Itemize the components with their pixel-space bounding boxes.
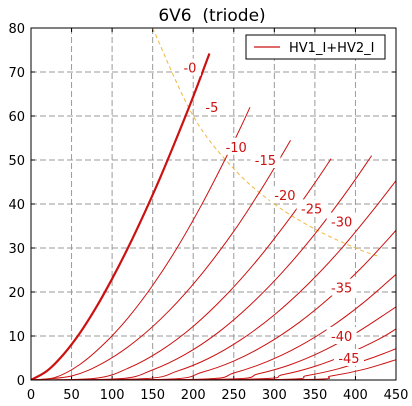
- curve-label-background: [296, 199, 327, 217]
- y-tick-label: 30: [8, 242, 25, 257]
- x-tick-label: 400: [343, 388, 368, 403]
- curve-label-background: [326, 212, 357, 230]
- series-curve: [31, 359, 396, 380]
- series-curve: [31, 53, 211, 380]
- y-tick-label: 10: [8, 330, 25, 345]
- curve-label: -45: [338, 352, 359, 367]
- curve-label-background: [326, 278, 357, 296]
- series-curve: [31, 106, 251, 380]
- series-curve: [31, 348, 396, 380]
- curve-label-background: [178, 58, 201, 76]
- x-tick-label: 200: [181, 388, 206, 403]
- curve-labels: -0 -5 -10 -15 -20 -25 -30 -35 -40 -45: [178, 58, 364, 367]
- chart-title: 6V6 (triode): [158, 6, 265, 26]
- curve-label-background: [250, 151, 281, 168]
- curve-label: -10: [226, 141, 247, 156]
- curve-label: -5: [205, 101, 218, 116]
- plot-frame: [30, 27, 397, 381]
- curve-label: -30: [331, 216, 352, 231]
- x-tick-label: 300: [262, 388, 287, 403]
- curve-label-background: [269, 186, 300, 204]
- legend: HV1_I+HV2_I: [245, 34, 386, 60]
- x-tick-label: 0: [27, 388, 35, 403]
- curve-label: -15: [255, 154, 276, 169]
- load-line: [152, 28, 380, 258]
- curve-label-background: [326, 327, 357, 344]
- curve-label: -25: [301, 202, 322, 217]
- x-tick-label: 350: [302, 388, 327, 403]
- curve-label-background: [333, 349, 364, 366]
- x-tick-label: 450: [384, 388, 409, 403]
- series-curve: [31, 139, 291, 380]
- y-tick-label: 0: [17, 374, 25, 389]
- series-curve: [31, 180, 396, 380]
- y-tick-label: 80: [8, 22, 25, 37]
- x-tick-label: 250: [221, 388, 246, 403]
- y-tick-label: 40: [8, 198, 25, 213]
- y-tick-label: 20: [8, 286, 25, 301]
- curve-label-background: [200, 98, 223, 116]
- x-tick-label: 100: [100, 388, 125, 403]
- x-tick-label: 150: [140, 388, 165, 403]
- y-tick-label: 50: [8, 154, 25, 169]
- legend-box: [245, 34, 386, 60]
- curve-label-background: [221, 137, 252, 155]
- series-curve: [31, 155, 373, 380]
- series-curve: [31, 230, 396, 380]
- y-tick-label: 70: [8, 66, 25, 81]
- curve-label: -35: [331, 282, 352, 297]
- curve-label: -20: [274, 189, 295, 204]
- load-line-layer: [152, 28, 380, 258]
- x-axis-ticks: 0 50 100 150 200 250 300 350 400 450: [27, 28, 409, 403]
- curve-label: -0: [183, 62, 196, 77]
- x-tick-label: 50: [63, 388, 80, 403]
- legend-label: HV1_I+HV2_I: [289, 41, 374, 56]
- y-tick-label: 60: [8, 110, 25, 125]
- curve-label: -40: [331, 330, 352, 345]
